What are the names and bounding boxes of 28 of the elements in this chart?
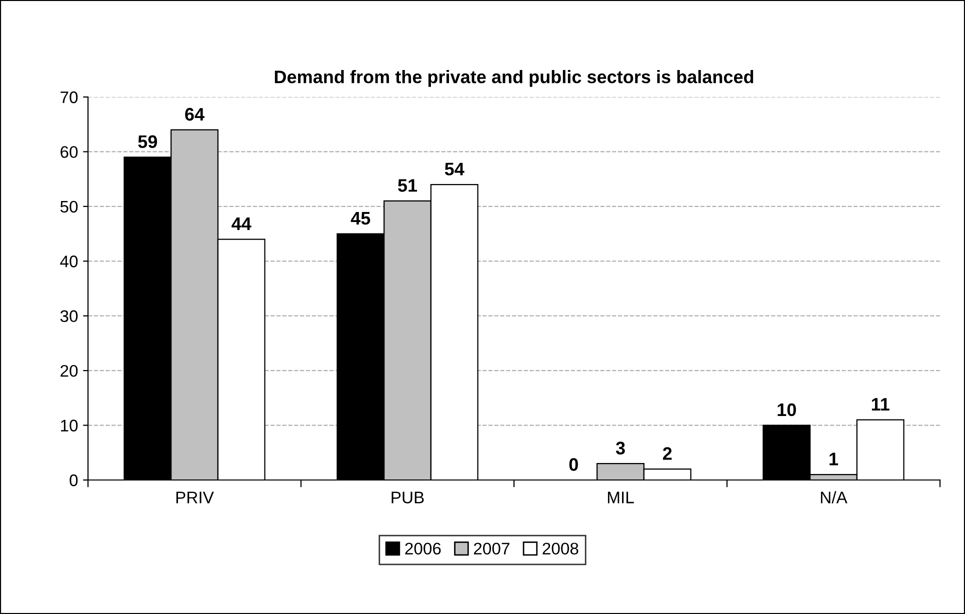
y-tick-label: 10 xyxy=(61,420,78,432)
x-tick-label: PRIV xyxy=(176,492,214,504)
data-label: 54 xyxy=(444,162,464,176)
data-label: 45 xyxy=(350,212,370,225)
data-label: 0 xyxy=(569,458,578,471)
chart-title: Demand from the private and public sectors is balanced xyxy=(274,70,754,87)
y-tick-label: 70 xyxy=(60,91,78,104)
data-label: 59 xyxy=(138,135,158,148)
y-tick-label: 40 xyxy=(60,256,78,268)
y-tick-label: 0 xyxy=(70,474,78,486)
x-tick-label: MIL xyxy=(608,492,634,504)
data-label: 10 xyxy=(778,403,796,416)
data-label: 2 xyxy=(662,447,672,460)
legend-label: 2007 xyxy=(474,542,510,555)
data-label: 64 xyxy=(185,108,204,121)
y-tick-label: 60 xyxy=(60,146,78,158)
data-label: 1 xyxy=(830,452,838,466)
legend-label: 2006 xyxy=(405,542,441,555)
y-tick-label: 50 xyxy=(60,200,78,213)
data-label: 44 xyxy=(232,218,252,230)
legend-label: 2008 xyxy=(542,542,578,555)
data-label: 3 xyxy=(616,442,625,454)
x-tick-label: N/A xyxy=(820,491,848,504)
y-tick-label: 20 xyxy=(60,364,78,377)
x-tick-label: PUB xyxy=(392,492,424,504)
data-label: 51 xyxy=(398,179,418,192)
y-tick-label: 30 xyxy=(60,310,78,322)
data-label: 11 xyxy=(872,398,890,411)
